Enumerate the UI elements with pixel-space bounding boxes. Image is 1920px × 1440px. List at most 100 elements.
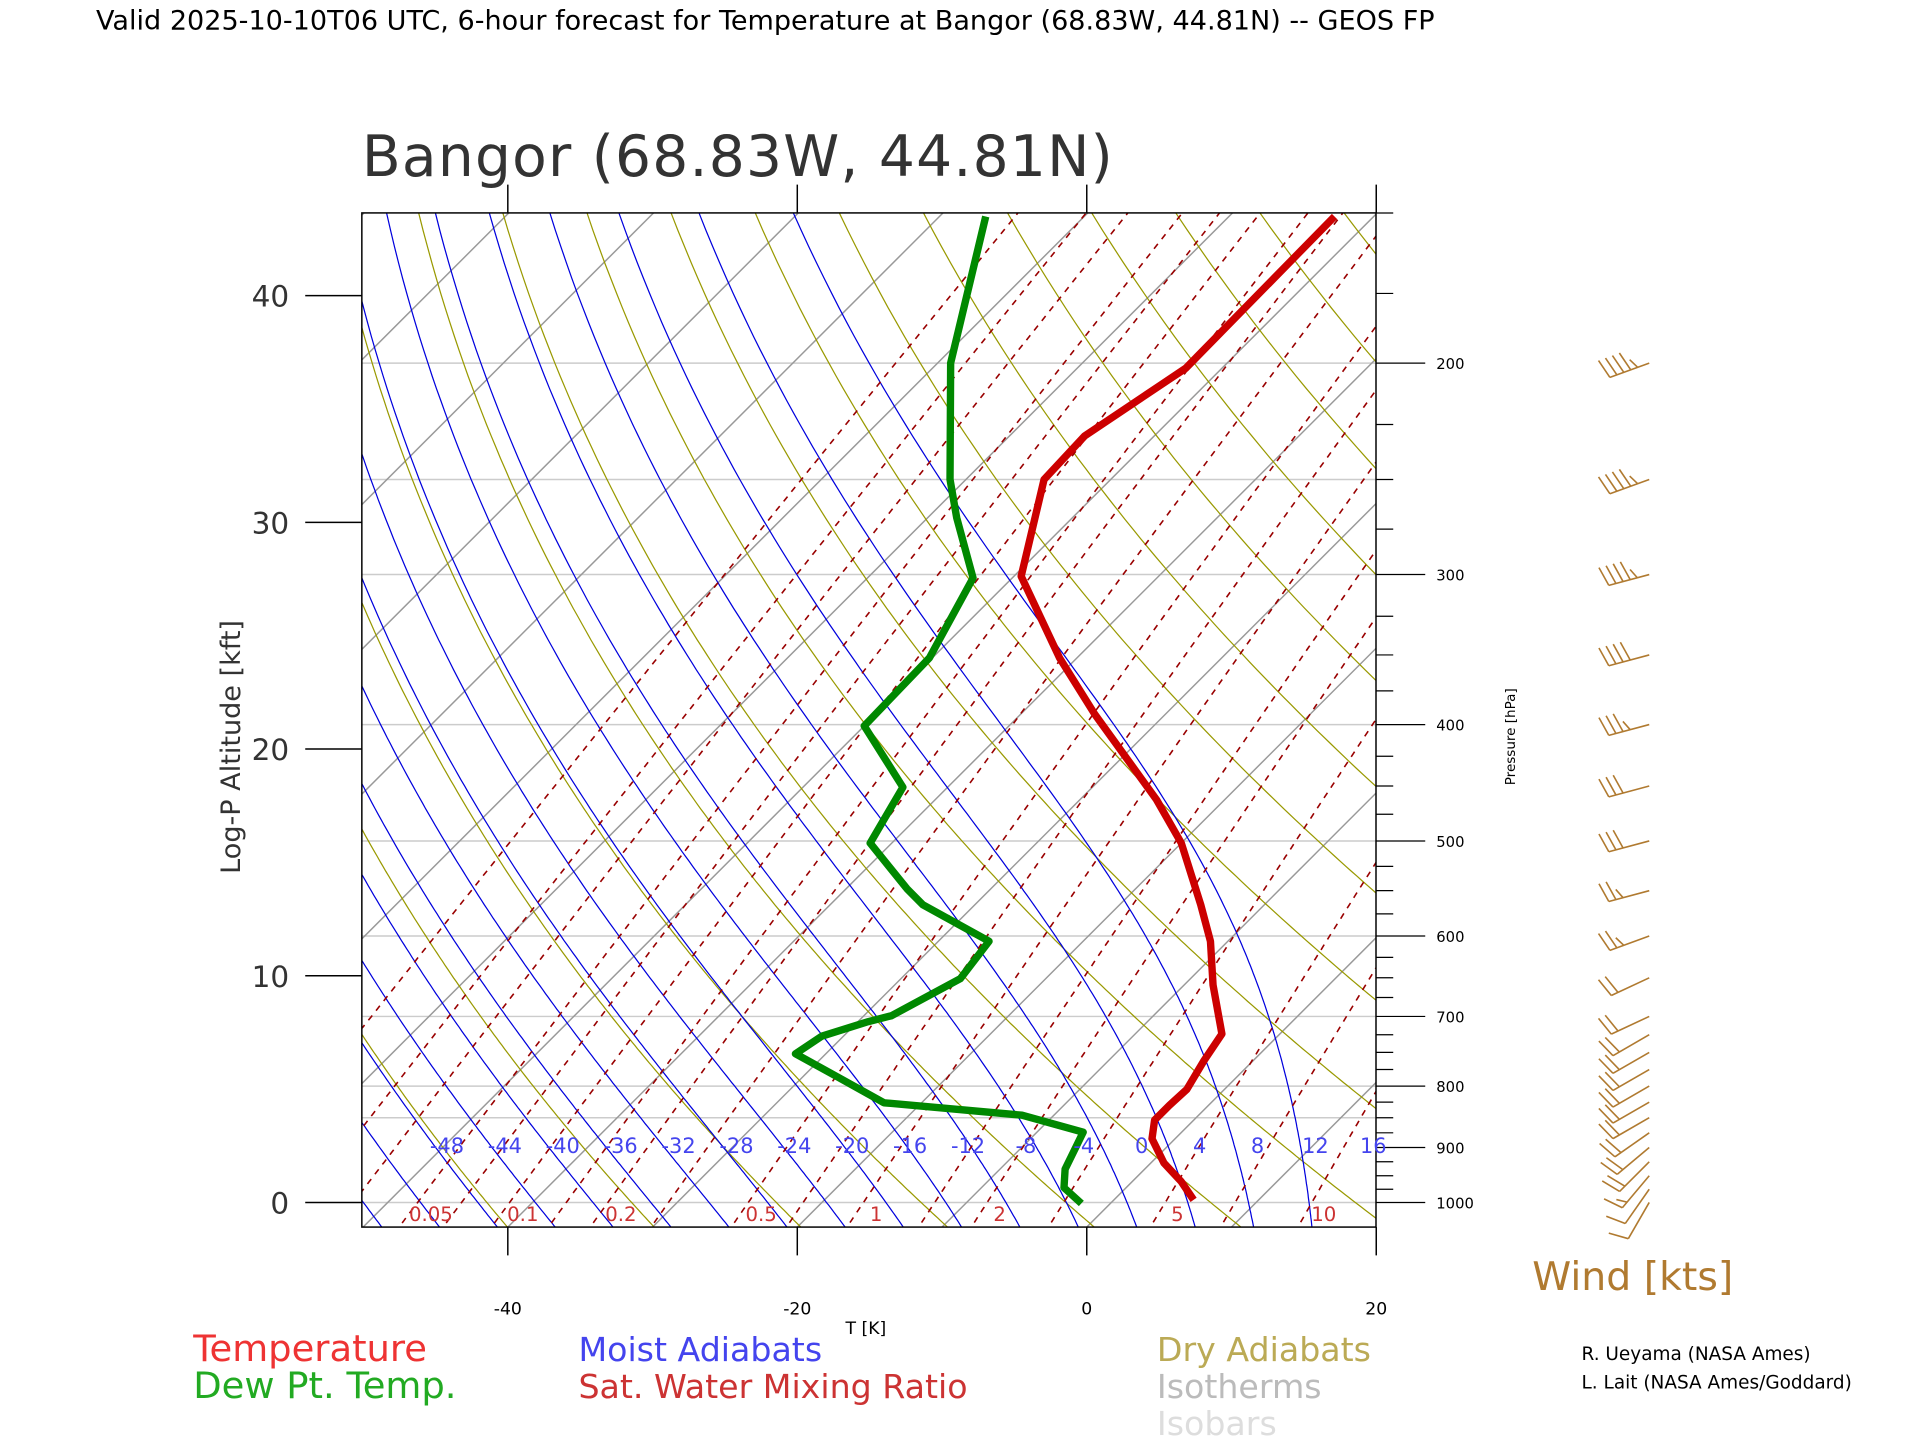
isotherm-line <box>361 212 1089 940</box>
barb-flag <box>1597 979 1612 996</box>
isotherm-line <box>506 357 1376 1228</box>
moist-adiabat-label: -24 <box>777 1134 811 1158</box>
wind-barb <box>1598 881 1650 903</box>
barb-flag <box>1604 1054 1620 1071</box>
barb-flag <box>1611 471 1625 490</box>
dry-adiabat-line <box>1648 177 1920 1233</box>
isopleth-labels: -48 -44 -40 -36 -32 -28 -24 -20 -16 -12 -8 -4 0 4 8 12 1… <box>409 1134 1387 1226</box>
dry-adiabat-line <box>838 212 1376 894</box>
barb-flag <box>1598 567 1610 586</box>
pressure-tick-label: 300 <box>1436 568 1464 585</box>
altitude-tick-label: 0 <box>270 1187 289 1221</box>
barb-flag <box>1612 774 1624 794</box>
barb-flag <box>1605 831 1617 851</box>
temperature-tick-label: -20 <box>783 1299 811 1319</box>
mixing-ratio-label: 0.1 <box>507 1203 538 1226</box>
plot-frame <box>361 212 1377 1228</box>
moist-adiabat-line <box>385 212 963 1228</box>
temperature-tick-label: -40 <box>494 1299 522 1319</box>
barb-shaft <box>1610 1015 1650 1035</box>
moist-adiabat-label: -16 <box>893 1134 927 1158</box>
barb-flag <box>1598 1123 1614 1140</box>
barb-flag <box>1604 473 1618 492</box>
pressure-tick-label: 200 <box>1436 356 1464 373</box>
mixing-ratio-line <box>730 325 1376 1228</box>
dry-adiabat-line <box>1400 177 1920 1233</box>
barb-flag <box>1629 475 1639 485</box>
barb-flag <box>1611 355 1625 373</box>
altitude-tick-label: 30 <box>252 506 290 540</box>
barb-flag <box>1605 565 1617 584</box>
moist-adiabat-line <box>361 1121 441 1228</box>
barb-flag <box>1605 1138 1622 1154</box>
isotherm-line <box>361 212 366 217</box>
barb-flag <box>1605 881 1617 900</box>
dry-adiabat-line <box>361 1033 509 1228</box>
barb-shaft <box>1612 1068 1650 1092</box>
dry-adiabat-line <box>1895 177 1920 1233</box>
moist-adiabat-label: -12 <box>951 1134 985 1158</box>
mixing-ratio-line <box>490 212 1262 1228</box>
dry-adiabat-line <box>1343 212 1376 256</box>
temperature-profile-line <box>1017 213 1338 1202</box>
barb-flag <box>1618 468 1632 487</box>
moist-adiabat-line <box>361 873 614 1228</box>
moist-adiabat-label: -4 <box>1073 1134 1094 1158</box>
barb-flag <box>1597 360 1611 378</box>
dry-adiabat-line <box>502 212 1242 1228</box>
legend-dewpoint: Dew Pt. Temp. <box>193 1364 456 1407</box>
wind-barb <box>1597 352 1650 379</box>
pressure-tick-label: 900 <box>1436 1141 1464 1158</box>
profiles <box>791 213 1338 1207</box>
dry-adiabat-line <box>922 212 1376 788</box>
wind-barb <box>1598 1068 1650 1092</box>
mixing-ratio-line <box>442 212 1221 1228</box>
barb-flag <box>1612 563 1624 582</box>
pressure-tick-label: 500 <box>1436 834 1464 851</box>
barb-flag <box>1629 568 1638 579</box>
dry-adiabat-line <box>1813 177 1920 1233</box>
mixing-ratio-line <box>1386 177 1920 1233</box>
barb-flag <box>1622 720 1631 731</box>
barb-flag <box>1605 1215 1626 1225</box>
isotherm-line <box>1515 177 1920 1233</box>
moist-adiabat-label: -8 <box>1015 1134 1036 1158</box>
temperature-tick-label: 0 <box>1081 1299 1092 1319</box>
moist-adiabat-label: 0 <box>1135 1134 1148 1158</box>
x-axis-label: T [K] <box>845 1319 887 1339</box>
barb-flag <box>1597 933 1611 951</box>
dry-adiabat-line <box>361 601 802 1228</box>
moist-adiabat-line <box>361 298 905 1228</box>
wind-barb <box>1598 713 1650 737</box>
dry-adiabat-line <box>670 212 1376 1110</box>
chart-title: Bangor (68.83W, 44.81N) <box>362 124 1114 190</box>
y-axis-label-right: Pressure [hPa] <box>1503 688 1519 785</box>
pressure-tick-label: 1000 <box>1436 1196 1474 1213</box>
legend-mixing-ratio: Sat. Water Mixing Ratio <box>578 1367 967 1406</box>
barb-shaft <box>1627 1202 1650 1240</box>
mixing-ratio-label: 5 <box>1171 1203 1184 1226</box>
mixing-ratio-line <box>1149 861 1376 1228</box>
barb-shaft <box>1621 1175 1650 1209</box>
moist-adiabat-label: 4 <box>1193 1134 1206 1158</box>
mixing-ratio-label: 0.5 <box>745 1203 776 1226</box>
moist-adiabat-line <box>434 212 1021 1228</box>
altitude-tick-label: 40 <box>252 280 290 314</box>
barb-flag <box>1604 1104 1620 1120</box>
barb-flag <box>1597 476 1611 495</box>
barb-shaft <box>1610 977 1650 997</box>
barb-flag <box>1612 713 1624 732</box>
barb-flag <box>1605 1157 1624 1171</box>
pressure-tick-label: 700 <box>1436 1010 1464 1027</box>
wind-barb <box>1597 1014 1650 1035</box>
isotherm-line <box>1660 177 1920 1233</box>
moist-adiabat-label: 16 <box>1360 1134 1387 1158</box>
barb-flag <box>1598 1040 1614 1057</box>
moist-adiabat-label: -44 <box>488 1134 522 1158</box>
isotherm-line <box>651 502 1376 1228</box>
barb-flag <box>1616 1198 1628 1203</box>
barb-flag <box>1618 352 1632 371</box>
barb-flag <box>1598 1058 1614 1074</box>
moist-adiabat-line <box>361 452 846 1228</box>
